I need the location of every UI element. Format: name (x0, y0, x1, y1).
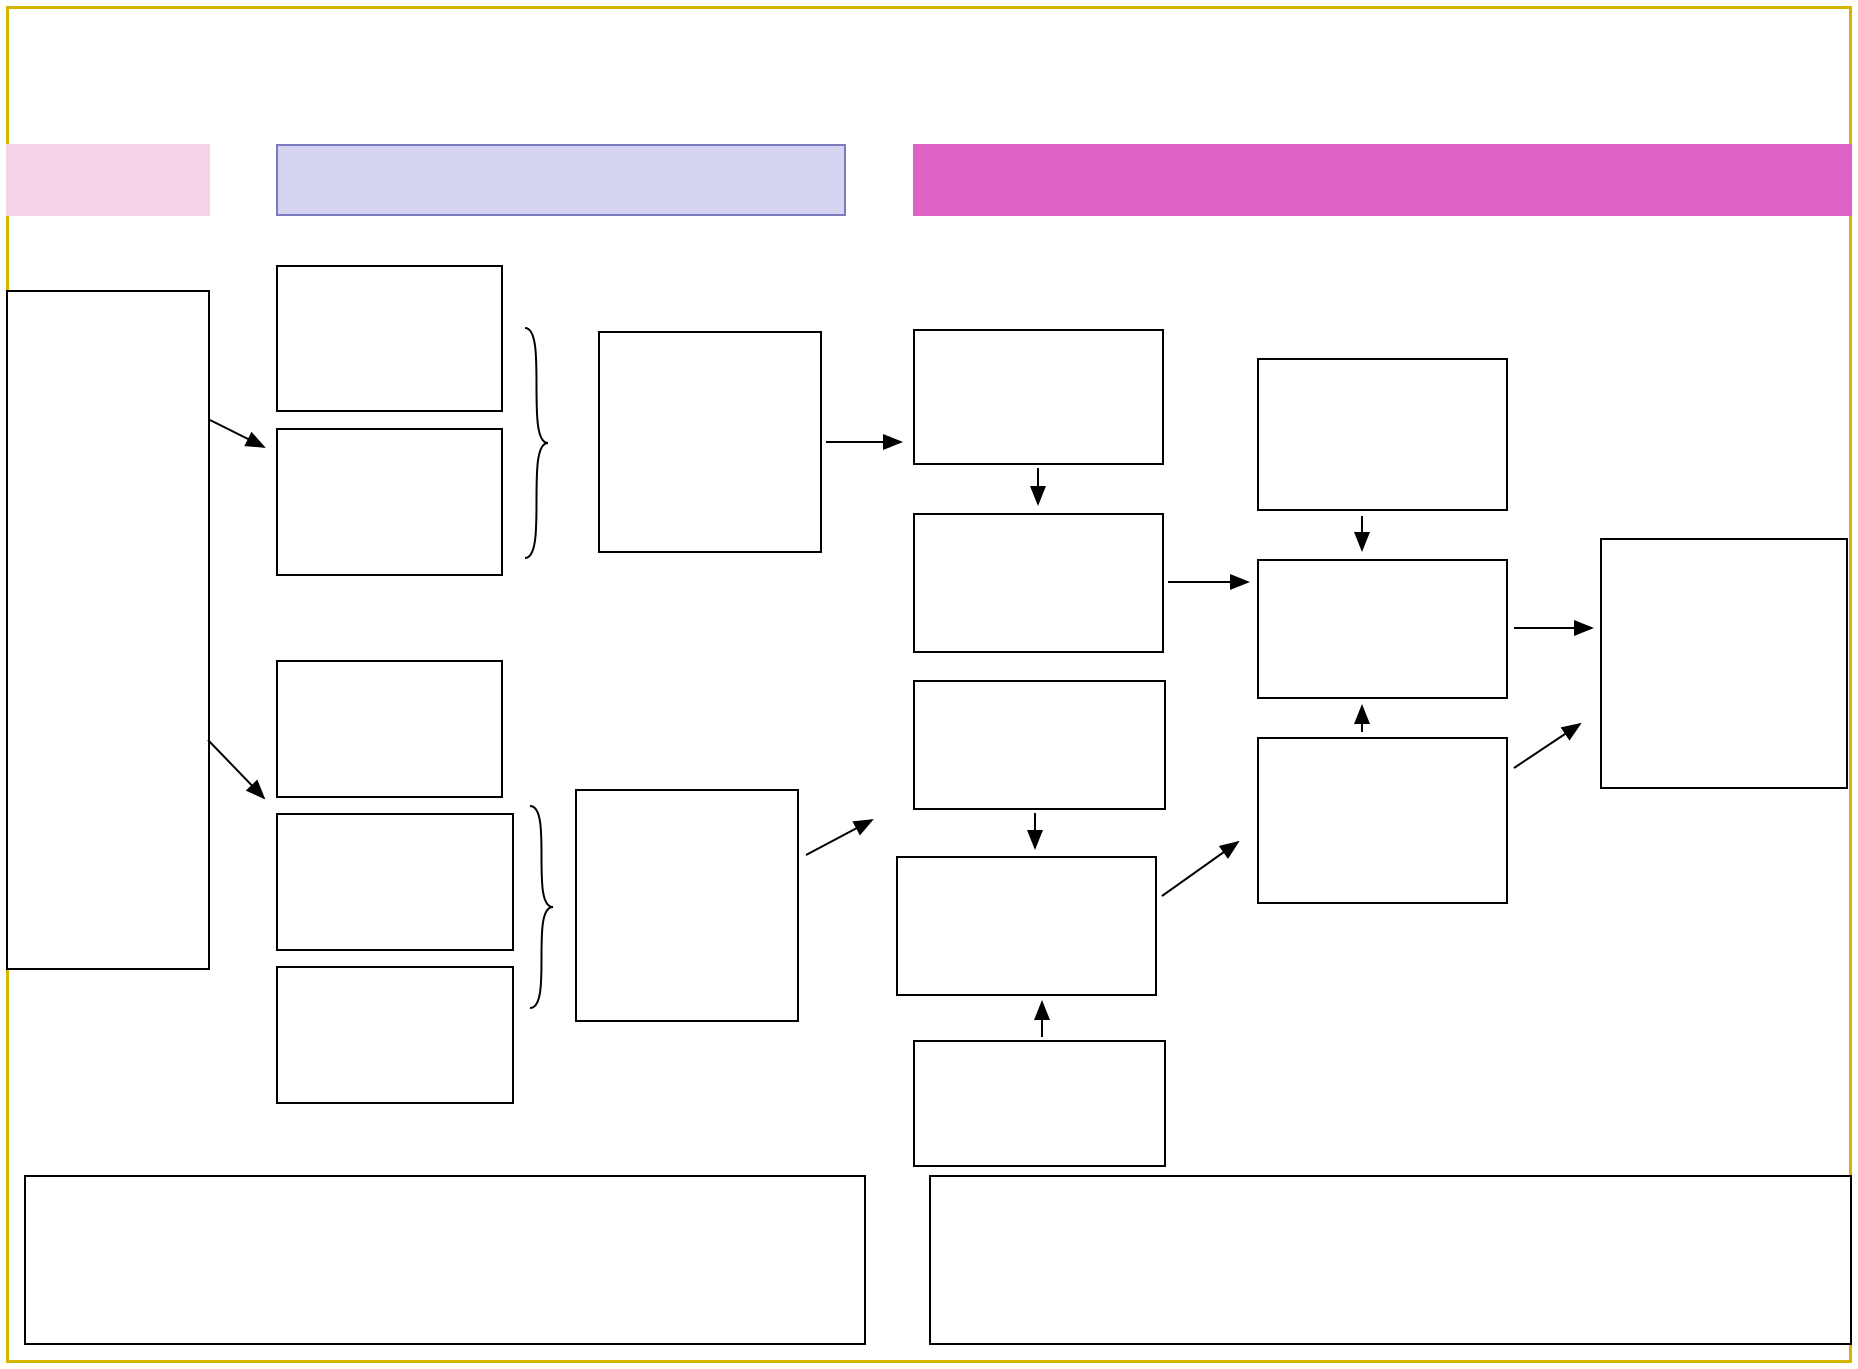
node-c3-top (598, 331, 822, 553)
flowchart-canvas (0, 0, 1858, 1369)
node-c2-c (276, 660, 503, 798)
node-c2-e (276, 966, 514, 1104)
node-c2-d (276, 813, 514, 951)
node-c5-b (1257, 559, 1508, 699)
node-c4-a (913, 329, 1164, 465)
node-header-lavender (276, 144, 846, 216)
node-c5-c (1257, 737, 1508, 904)
node-header-pink (6, 144, 210, 216)
node-c4-e (913, 1040, 1166, 1167)
node-c3-bot (575, 789, 799, 1022)
node-footer-right (929, 1175, 1852, 1345)
node-c4-b (913, 513, 1164, 653)
node-c2-a (276, 265, 503, 412)
node-footer-left (24, 1175, 866, 1345)
node-header-magenta (913, 144, 1852, 216)
node-c5-a (1257, 358, 1508, 511)
node-c2-b (276, 428, 503, 576)
node-c4-c (913, 680, 1166, 810)
node-left-tall (6, 290, 210, 970)
node-c6-a (1600, 538, 1848, 789)
node-c4-d (896, 856, 1157, 996)
